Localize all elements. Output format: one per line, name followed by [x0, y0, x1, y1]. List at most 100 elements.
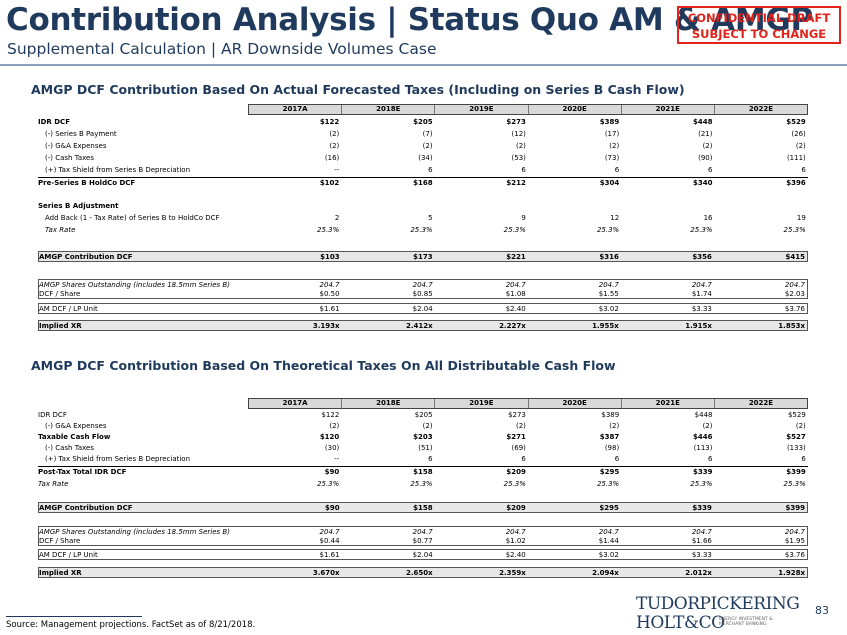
table-row: IDR DCF $122 $205 $273 $389 $448 $529	[38, 410, 808, 420]
table-row: Pre-Series B HoldCo DCF $102 $168 $212 $304 $…	[38, 177, 808, 187]
row-value: $1.95	[784, 536, 805, 545]
confidential-line-1: CONFIDENTIAL DRAFT	[687, 11, 831, 25]
table-row: AMGP Shares Outstanding (includes 18.5mm…	[38, 279, 808, 289]
row-value: $103	[320, 252, 340, 261]
row-value: 9	[521, 214, 526, 222]
row-value: $209	[506, 467, 526, 476]
row-value: 25.3%	[503, 480, 526, 488]
row-value: (2)	[702, 142, 713, 150]
row-value: $3.33	[691, 304, 712, 313]
year-header-cell: 2017A	[282, 399, 308, 407]
row-value: 2.359x	[499, 568, 526, 577]
row-value: $273	[506, 118, 526, 126]
year-header-cell: 2018E	[341, 105, 434, 114]
row-label: (-) Series B Payment	[45, 130, 117, 138]
logo-line-1: TUDORPICKERING	[636, 594, 800, 614]
row-value: $389	[599, 118, 620, 126]
row-value: $1.61	[319, 304, 340, 313]
row-value: 3.670x	[312, 568, 340, 577]
row-value: (51)	[418, 444, 433, 452]
row-value: (2)	[795, 142, 806, 150]
year-header-cell: 2022E	[713, 399, 807, 408]
row-value: $158	[413, 467, 433, 476]
row-value: $399	[786, 467, 806, 476]
logo-line-2: HOLT&CO	[636, 613, 725, 633]
row-value: $2.04	[412, 550, 433, 559]
row-value: 204.7	[412, 527, 433, 536]
source-note: Source: Management projections. FactSet …	[6, 620, 256, 630]
row-value: 19	[796, 214, 806, 222]
row-value: $2.03	[784, 289, 805, 298]
table-row: Post-Tax Total IDR DCF $90 $158 $209 $295 $33…	[38, 466, 808, 476]
row-value: (53)	[511, 154, 526, 162]
row-value: 25.3%	[690, 480, 713, 488]
row-label: AMGP Contribution DCF	[39, 503, 133, 512]
row-value: $295	[599, 467, 620, 476]
row-value: 204.7	[319, 280, 340, 289]
row-value: 2	[334, 214, 340, 222]
row-value: 204.7	[691, 527, 712, 536]
row-value: $415	[785, 252, 805, 261]
row-value: $2.40	[505, 550, 526, 559]
row-value: (2)	[515, 422, 526, 430]
row-value: $158	[413, 503, 433, 512]
row-value: $399	[785, 503, 805, 512]
row-value: 2.650x	[405, 568, 433, 577]
row-value: (2)	[702, 422, 713, 430]
table-row: (-) Cash Taxes (16) (34) (53) (73) (90) (111)	[38, 153, 808, 163]
row-label: Taxable Cash Flow	[38, 433, 111, 441]
row-label: Pre-Series B HoldCo DCF	[38, 178, 136, 187]
row-value: $120	[319, 433, 340, 441]
row-value: --	[334, 166, 340, 174]
row-value: $529	[786, 118, 806, 126]
row-value: $122	[321, 411, 340, 419]
row-value: (98)	[604, 444, 620, 452]
row-value: 25.3%	[596, 480, 620, 488]
row-value: 6	[801, 166, 806, 174]
row-value: 25.3%	[410, 226, 433, 234]
tph-logo: TUDORPICKERING HOLT&CO ENERGY INVESTMENT…	[636, 594, 800, 633]
row-value: $448	[693, 118, 713, 126]
row-value: $3.76	[784, 304, 805, 313]
row-value: $2.04	[412, 304, 433, 313]
row-value: (2)	[329, 142, 340, 150]
row-value: $205	[414, 411, 433, 419]
table-row: (-) G&A Expenses (2) (2) (2) (2) (2) (2)	[38, 421, 808, 431]
row-value: $304	[599, 178, 620, 187]
row-value: (34)	[418, 154, 433, 162]
row-label: Post-Tax Total IDR DCF	[38, 467, 127, 476]
row-value: (90)	[698, 154, 713, 162]
row-value: (30)	[324, 444, 340, 452]
row-value: (73)	[604, 154, 620, 162]
table-row: Tax Rate 25.3% 25.3% 25.3% 25.3% 25.3% 25.3%	[38, 479, 808, 489]
row-label: Series B Adjustment	[38, 202, 119, 210]
row-label: AM DCF / LP Unit	[39, 550, 98, 559]
row-value: $1.02	[505, 536, 526, 545]
row-value: 25.3%	[503, 226, 526, 234]
row-value: 2.412x	[405, 321, 433, 330]
row-value: $387	[599, 433, 620, 441]
row-value: 6	[428, 166, 433, 174]
year-header-cell: 2018E	[341, 399, 434, 408]
logo-tagline: ENERGY INVESTMENT & MERCHANT BANKING	[719, 617, 773, 627]
row-value: $122	[319, 118, 340, 126]
row-value: $340	[693, 178, 713, 187]
row-value: 6	[614, 166, 620, 174]
row-value: $316	[599, 252, 619, 261]
row-value: 6	[801, 455, 806, 463]
row-value: (2)	[515, 142, 526, 150]
row-value: 25.3%	[690, 226, 713, 234]
row-value: (2)	[422, 422, 433, 430]
row-value: 5	[428, 214, 433, 222]
row-label: AMGP Contribution DCF	[39, 252, 133, 261]
row-value: $3.76	[784, 550, 805, 559]
year-header-cell: 2021E	[620, 105, 714, 114]
row-value: 3.193x	[312, 321, 340, 330]
row-value: $2.40	[505, 304, 526, 313]
row-value: 1.955x	[592, 321, 619, 330]
table-row: (-) Cash Taxes (30) (51) (69) (98) (113) (133)	[38, 443, 808, 453]
table-row: Implied XR 3.193x 2.412x 2.227x 1.955x 1.915x…	[38, 320, 808, 331]
page-subtitle: Supplemental Calculation | AR Downside V…	[7, 40, 437, 58]
row-value: $3.02	[598, 304, 619, 313]
row-value: 12	[610, 214, 620, 222]
